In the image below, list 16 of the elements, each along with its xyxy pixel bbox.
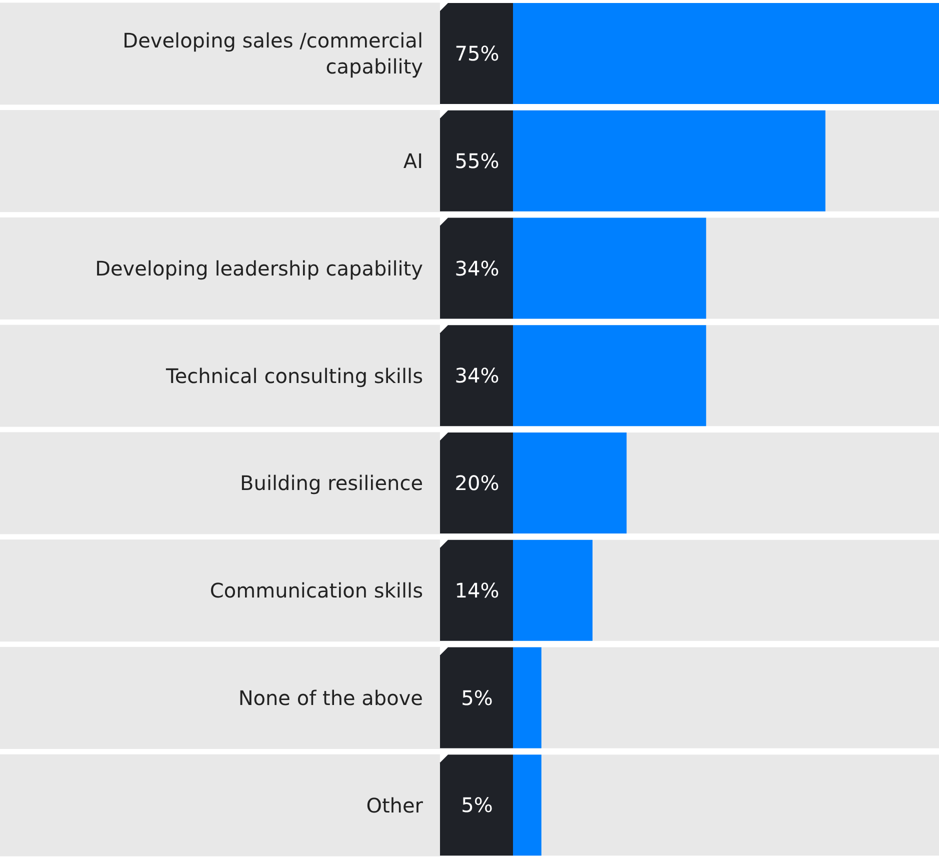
data-label: 55%	[454, 148, 500, 173]
y-tick-label: Communication skills	[210, 578, 423, 603]
y-tick-label: Other	[366, 793, 424, 818]
data-label: 34%	[454, 364, 500, 388]
y-tick-label: Developing sales /commercial capability	[122, 28, 424, 79]
y-tick-label: Developing leadership capability	[95, 256, 424, 280]
y-tick-label: Building resilience	[240, 471, 423, 496]
data-label: 14%	[454, 578, 500, 602]
data-label: 20%	[454, 471, 500, 495]
data-label: 34%	[454, 256, 500, 280]
data-label: 5%	[461, 793, 493, 818]
data-label: 75%	[454, 42, 500, 66]
y-tick-label: None of the above	[238, 686, 423, 710]
y-tick-label: Technical consulting skills	[165, 364, 423, 388]
y-tick-label: AI	[403, 149, 423, 174]
data-label: 5%	[461, 686, 493, 710]
